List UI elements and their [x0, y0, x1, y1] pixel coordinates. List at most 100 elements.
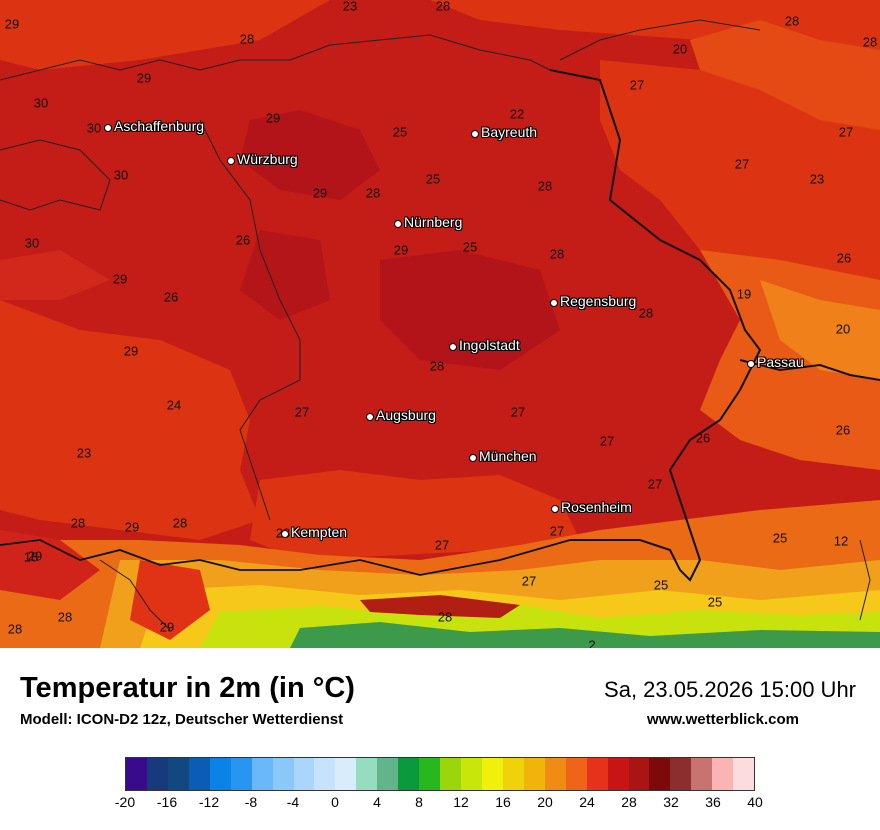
temperature-value: 25: [772, 530, 788, 546]
temperature-value: 22: [509, 106, 525, 122]
city-name: Würzburg: [237, 151, 298, 167]
legend-swatch: [628, 758, 650, 790]
city-dot-icon: [366, 413, 374, 421]
legend-swatch: [733, 758, 755, 790]
temperature-value: 25: [707, 594, 723, 610]
temperature-value: 29: [123, 343, 139, 359]
legend-tick-label: 20: [537, 794, 553, 810]
temperature-value: 28: [435, 0, 451, 14]
legend-tick-label: 16: [495, 794, 511, 810]
legend-swatch: [398, 758, 420, 790]
legend-swatch: [691, 758, 713, 790]
legend-swatch: [126, 758, 147, 790]
temperature-value: 27: [734, 156, 750, 172]
city-dot-icon: [471, 130, 479, 138]
legend-tick-label: 12: [453, 794, 469, 810]
city-name: Rosenheim: [561, 499, 632, 515]
temperature-value: 27: [647, 476, 663, 492]
legend-swatch: [607, 758, 629, 790]
legend-tick-label: -20: [114, 794, 136, 810]
temperature-value: 28: [57, 609, 73, 625]
legend-swatch: [293, 758, 315, 790]
city-name: Ingolstadt: [459, 337, 520, 353]
legend-tick-label: 40: [747, 794, 763, 810]
temperature-value: 26: [695, 430, 711, 446]
legend-tick-label: 0: [331, 794, 339, 810]
valid-time: Sa, 23.05.2026 15:00 Uhr: [604, 677, 856, 702]
map-title: Temperatur in 2m (in °C): [20, 672, 355, 704]
city-name: München: [479, 448, 537, 464]
city-dot-icon: [104, 124, 112, 132]
color-legend: [125, 757, 755, 791]
legend-swatch: [586, 758, 608, 790]
legend-tick-label: 32: [663, 794, 679, 810]
legend-swatch: [230, 758, 252, 790]
temperature-value: 29: [159, 619, 175, 635]
legend-swatch: [502, 758, 524, 790]
legend-swatch: [272, 758, 294, 790]
model-info: Modell: ICON-D2 12z, Deutscher Wetterdie…: [20, 711, 344, 728]
legend-tick-label: -12: [198, 794, 220, 810]
city-dot-icon: [469, 454, 477, 462]
temperature-value: 28: [239, 31, 255, 47]
city-dot-icon: [550, 299, 558, 307]
legend-swatch: [481, 758, 503, 790]
legend-ticks: -20 -16 -12 -8 -4 0 4 8 12 16 20 24 28 32 36 40: [115, 794, 763, 814]
temperature-value: 30: [24, 235, 40, 251]
temperature-value: 26: [235, 232, 251, 248]
legend-swatch: [440, 758, 461, 790]
legend-swatch: [712, 758, 734, 790]
temperature-value: 29: [312, 185, 328, 201]
legend-swatch: [335, 758, 357, 790]
legend-tick-label: 24: [579, 794, 595, 810]
legend-swatch: [251, 758, 273, 790]
temperature-value: 27: [434, 537, 450, 553]
temperature-value: 29: [27, 548, 43, 564]
temperature-value: 28: [537, 178, 553, 194]
city-name: Nürnberg: [404, 214, 463, 230]
map-shading: [0, 0, 880, 648]
temperature-value: 29: [4, 16, 20, 32]
legend-swatch: [523, 758, 545, 790]
legend-tick-label: -8: [244, 794, 258, 810]
legend-swatch: [565, 758, 587, 790]
city-name: Aschaffenburg: [114, 118, 205, 134]
temperature-value: 27: [629, 77, 645, 93]
legend-tick-label: 28: [621, 794, 637, 810]
legend-swatch: [314, 758, 336, 790]
temperature-value: 27: [549, 523, 565, 539]
city-dot-icon: [747, 360, 755, 368]
legend-swatch: [377, 758, 399, 790]
site-url[interactable]: www.wetterblick.com: [647, 711, 799, 728]
legend-swatch: [188, 758, 210, 790]
temperature-value: 20: [672, 41, 688, 57]
temperature-value: 23: [76, 445, 92, 461]
city-name: Bayreuth: [481, 124, 538, 140]
temperature-value: 25: [462, 239, 478, 255]
temperature-value: 29: [393, 242, 409, 258]
legend-swatch: [167, 758, 189, 790]
city-dot-icon: [281, 530, 289, 538]
legend-tick-label: -4: [286, 794, 300, 810]
temperature-value: 28: [784, 13, 800, 29]
temperature-value: 29: [136, 70, 152, 86]
temperature-value: 30: [113, 167, 129, 183]
temperature-value: 30: [33, 95, 49, 111]
temperature-value: 24: [166, 397, 182, 413]
legend-swatch: [419, 758, 441, 790]
legend-tick-label: 36: [705, 794, 721, 810]
temperature-value: 28: [70, 515, 86, 531]
legend-tick-label: 8: [415, 794, 423, 810]
temperature-value: 28: [365, 185, 381, 201]
city-name: Passau: [757, 354, 804, 370]
temperature-value: 23: [809, 171, 825, 187]
temperature-value: 29: [124, 519, 140, 535]
temperature-value: 20: [835, 321, 851, 337]
legend-swatch: [649, 758, 671, 790]
legend-swatch: [670, 758, 692, 790]
temperature-value: 27: [599, 433, 615, 449]
legend-swatch: [544, 758, 566, 790]
temperature-value: 12: [833, 533, 849, 549]
city-dot-icon: [551, 505, 559, 513]
temperature-value: 28: [429, 358, 445, 374]
